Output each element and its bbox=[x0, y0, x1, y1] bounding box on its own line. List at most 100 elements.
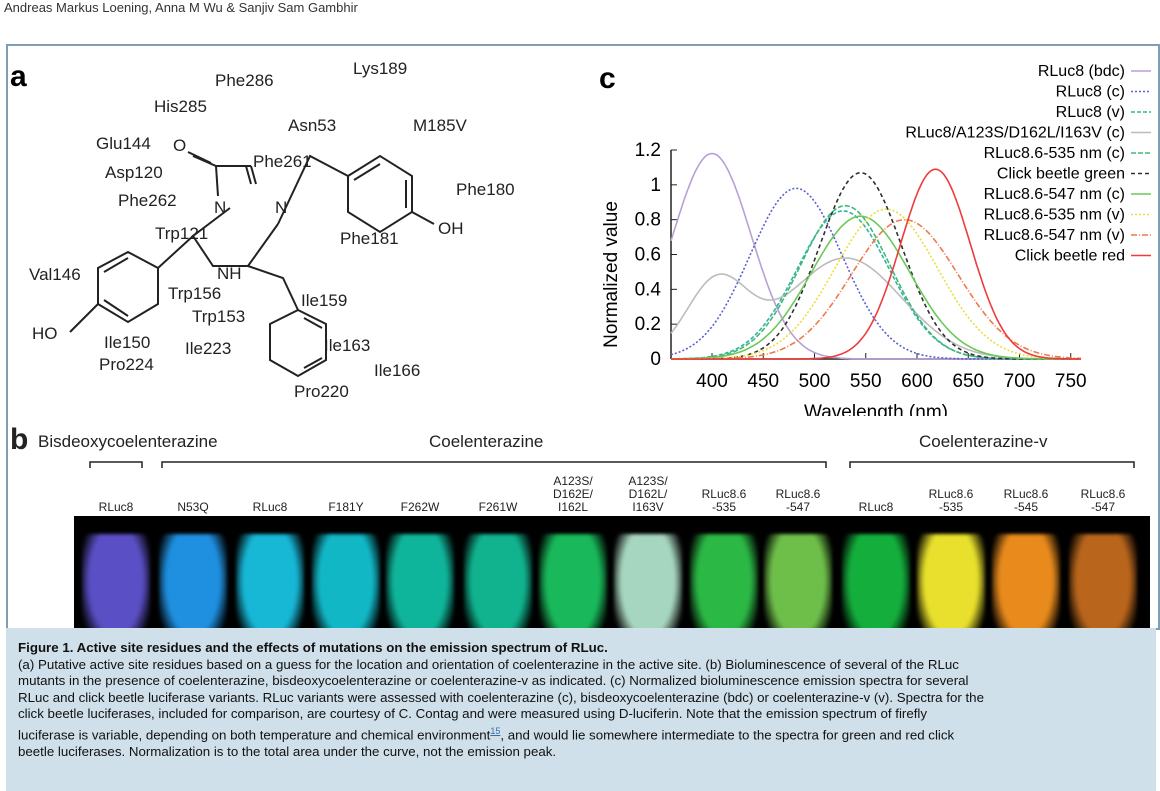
residue-label: Ile166 bbox=[374, 361, 420, 380]
series-line bbox=[671, 208, 1081, 360]
panel-b-header: b Bisdeoxycoelenterazine Coelenterazine … bbox=[8, 423, 1158, 514]
legend-label: RLuc8.6-547 nm (v) bbox=[984, 227, 1125, 244]
atom-label: OH bbox=[438, 219, 464, 238]
tube-label: RLuc8 bbox=[225, 501, 315, 514]
caption-line: click beetle luciferases, included for c… bbox=[18, 706, 928, 722]
group-brackets bbox=[89, 461, 1135, 468]
residue-label: Trp153 bbox=[192, 307, 245, 326]
tube-label-line: RLuc8.6 bbox=[1003, 487, 1049, 501]
residue-label: M185V bbox=[413, 116, 468, 135]
x-tick-label: 700 bbox=[1004, 371, 1036, 392]
tube-label-line: RLuc8 bbox=[98, 500, 134, 514]
residue-label: Ile150 bbox=[104, 333, 150, 352]
caption-line: (a) Putative active site residues based … bbox=[18, 656, 959, 672]
tube-label-line: -545 bbox=[1013, 500, 1039, 514]
tube-label-line: RLuc8.6 bbox=[1080, 487, 1126, 501]
tube-label: A123S/D162L/I163V bbox=[603, 475, 693, 514]
tube-label: F261W bbox=[453, 501, 543, 514]
residue-label: Trp156 bbox=[168, 284, 221, 303]
panel-a-label: a bbox=[10, 60, 27, 93]
tube-label-line: -535 bbox=[711, 500, 737, 514]
group-label-bisdeoxy: Bisdeoxycoelenterazine bbox=[38, 432, 218, 451]
tube-label: A123S/D162E/I162L bbox=[528, 475, 618, 514]
x-tick-label: 650 bbox=[952, 371, 984, 392]
residue-label: Ile159 bbox=[301, 291, 347, 310]
legend-label: RLuc8.6-535 nm (c) bbox=[984, 145, 1125, 162]
caption-text: luciferase is variable, depending on bot… bbox=[18, 727, 491, 743]
tube-label: RLuc8.6 -547 bbox=[1058, 488, 1148, 514]
residue-label: Ile163 bbox=[324, 336, 370, 355]
panel-c-label: c bbox=[599, 62, 616, 95]
bracket-coelenterazine bbox=[161, 461, 827, 468]
caption-line: luciferase is variable, depending on bot… bbox=[18, 723, 1144, 744]
legend-label: RLuc8 (c) bbox=[1056, 84, 1125, 101]
x-tick-label: 600 bbox=[901, 371, 933, 392]
tube-label-line: RLuc8.6 bbox=[928, 487, 974, 501]
series-line bbox=[671, 168, 1081, 360]
caption-text: , and would lie somewhere intermediate t… bbox=[500, 727, 955, 743]
caption-line: RLuc and click beetle luciferase variant… bbox=[18, 689, 984, 705]
tube-label-line: A123S/ bbox=[628, 474, 668, 488]
tube-label-line: -547 bbox=[1090, 500, 1116, 514]
tube-label-line: F261W bbox=[478, 500, 518, 514]
legend-label: RLuc8 (v) bbox=[1056, 104, 1125, 121]
tube-label-line: RLuc8.6 bbox=[701, 487, 747, 501]
y-tick-label: 0.2 bbox=[635, 314, 661, 335]
series-line bbox=[671, 215, 1081, 360]
y-tick-label: 1.2 bbox=[635, 140, 661, 161]
tube-label-line: I163V bbox=[632, 500, 664, 514]
group-label-coelenterazine-v: Coelenterazine-v bbox=[919, 432, 1048, 451]
x-tick-label: 750 bbox=[1055, 371, 1087, 392]
legend-label: Click beetle green bbox=[997, 166, 1125, 183]
tube-label: RLuc8 bbox=[831, 501, 921, 514]
series-line bbox=[670, 187, 1081, 360]
series-line bbox=[670, 257, 1081, 360]
tube-label: N53Q bbox=[148, 501, 238, 514]
tube-label: RLuc8.6 -535 bbox=[679, 488, 769, 514]
atom-label: NH bbox=[217, 264, 242, 283]
caption-line: beetle luciferases. Normalization is to … bbox=[18, 743, 557, 759]
tube-label: RLuc8.6 -545 bbox=[981, 488, 1071, 514]
bracket-bisdeoxy bbox=[89, 461, 143, 468]
tube-label: RLuc8.6 -535 bbox=[906, 488, 996, 514]
legend-label: RLuc8.6-547 nm (c) bbox=[984, 186, 1125, 203]
tube-label: F181Y bbox=[301, 501, 391, 514]
residue-label: Phe181 bbox=[340, 229, 399, 248]
y-axis-title: Normalized value bbox=[601, 201, 622, 348]
atom-label: HO bbox=[32, 324, 58, 343]
tube-label-line: F181Y bbox=[328, 500, 364, 514]
figure-panel: a Lys189 Phe286 His285 Asn53 M185V Glu14… bbox=[6, 44, 1160, 669]
tube-label-line: RLuc8 bbox=[858, 500, 894, 514]
x-tick-label: 550 bbox=[850, 371, 882, 392]
residue-label: Phe261 bbox=[253, 152, 312, 171]
y-tick-label: 0.6 bbox=[635, 245, 661, 266]
tube-label-line: I162L bbox=[557, 500, 589, 514]
residue-label: Asp120 bbox=[105, 163, 163, 182]
reference-link[interactable]: 15 bbox=[490, 725, 501, 736]
y-tick-label: 0 bbox=[650, 349, 661, 370]
figure-caption: Figure 1. Active site residues and the e… bbox=[6, 628, 1156, 791]
bracket-coelenterazine-v bbox=[849, 461, 1135, 468]
residue-label: Pro220 bbox=[294, 382, 349, 401]
atom-label: O bbox=[173, 136, 186, 155]
tube-label: RLuc8.6 -547 bbox=[753, 488, 843, 514]
series-line bbox=[671, 171, 1081, 360]
tube-label-line: RLuc8.6 bbox=[775, 487, 821, 501]
y-tick-label: 0.4 bbox=[635, 279, 662, 300]
panel-a-structure: a Lys189 Phe286 His285 Asn53 M185V Glu14… bbox=[10, 59, 515, 401]
y-tick-label: 1 bbox=[650, 175, 661, 196]
panel-b-label: b bbox=[10, 423, 29, 456]
residue-label: Ile223 bbox=[185, 339, 231, 358]
residue-label: His285 bbox=[154, 97, 207, 116]
residue-label: Asn53 bbox=[288, 116, 336, 135]
residue-label: Trp121 bbox=[155, 224, 208, 243]
legend-label: RLuc8 (bdc) bbox=[1038, 63, 1125, 80]
tube-label: F262W bbox=[375, 501, 465, 514]
residue-label: Phe180 bbox=[456, 180, 515, 199]
tube-label-line: D162E/ bbox=[552, 487, 594, 501]
tube-label-line: D162L/ bbox=[628, 487, 668, 501]
legend-label: RLuc8.6-535 nm (v) bbox=[984, 207, 1125, 224]
residue-label: Pro224 bbox=[99, 355, 154, 374]
x-tick-label: 450 bbox=[747, 371, 779, 392]
x-tick-label: 500 bbox=[799, 371, 831, 392]
